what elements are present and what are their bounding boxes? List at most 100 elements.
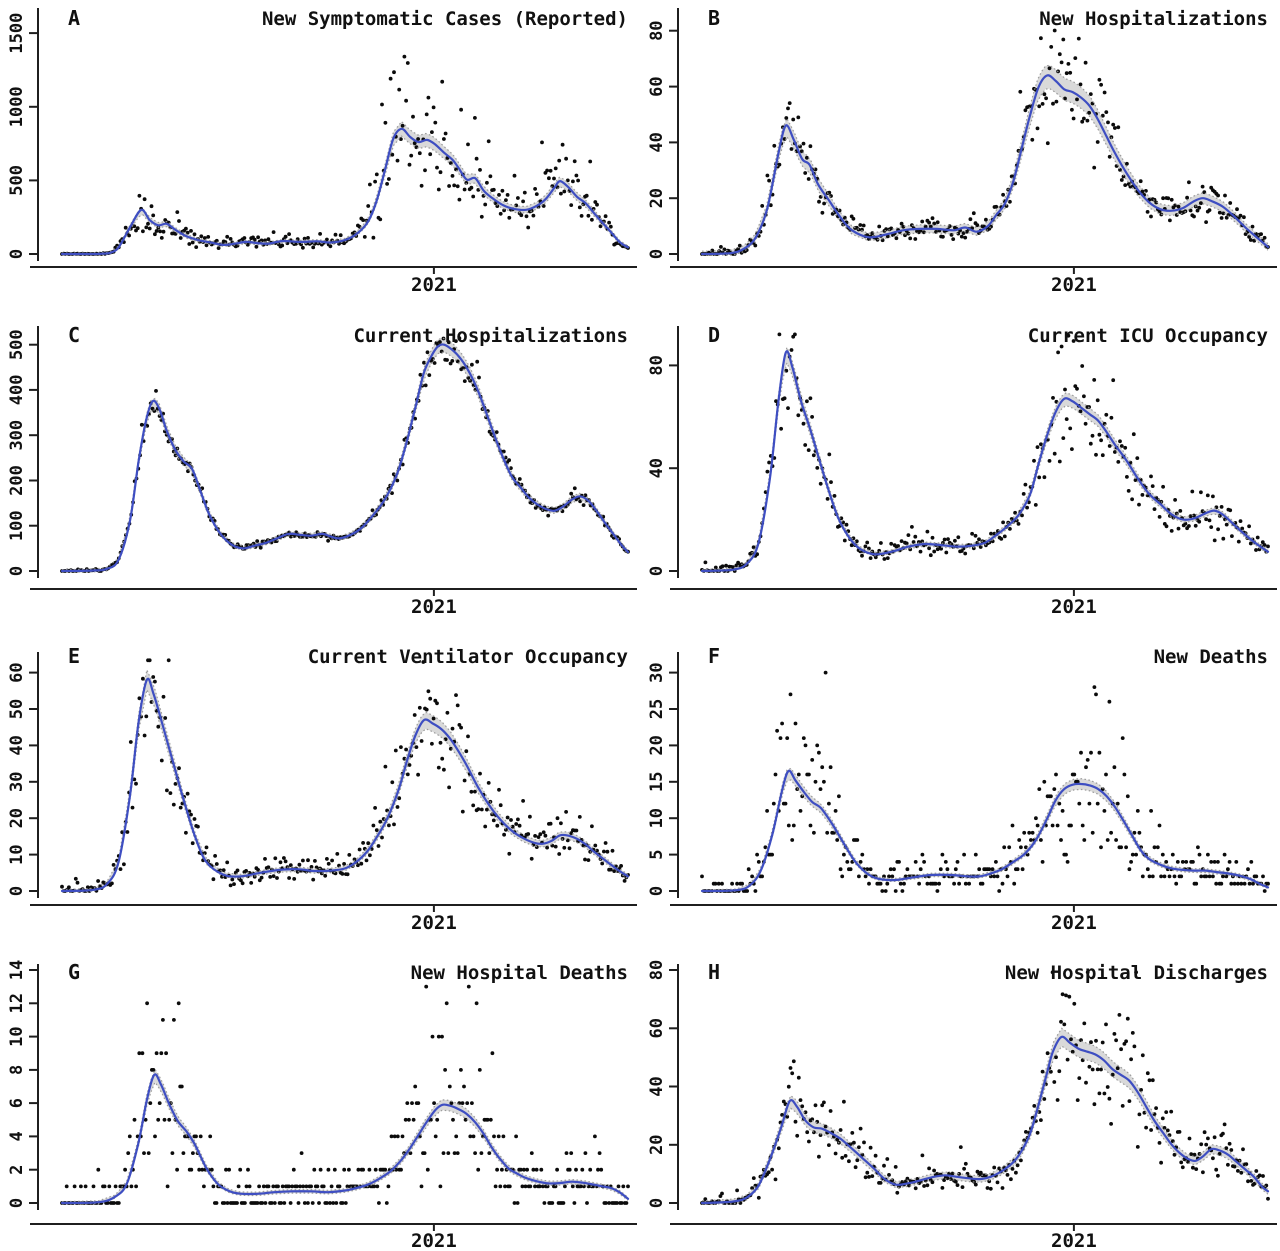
panel-b: 0 20 40 60 80 2021 B New Hospitalizations bbox=[640, 0, 1280, 300]
fit-line bbox=[60, 1073, 630, 1205]
y-tick-label: 40 bbox=[7, 735, 27, 755]
y-tick-label: 40 bbox=[647, 132, 667, 152]
y-tick-label: 20 bbox=[7, 808, 27, 828]
confidence-band bbox=[702, 347, 1268, 572]
x-tick-label: 2021 bbox=[1051, 274, 1097, 296]
y-tick-label: 80 bbox=[647, 20, 667, 40]
y-tick-label: 500 bbox=[7, 165, 27, 196]
panel-d: 0 40 80 2021 D Current ICU Occupancy bbox=[640, 300, 1280, 630]
x-axis bbox=[670, 266, 1277, 274]
y-tick-label: 0 bbox=[7, 886, 27, 896]
y-tick-label: 300 bbox=[7, 420, 27, 451]
fit-line bbox=[60, 127, 630, 256]
fit-line bbox=[700, 769, 1270, 893]
y-tick-label: 0 bbox=[647, 249, 667, 259]
y-tick-label: 5 bbox=[647, 849, 667, 859]
y-tick-label: 0 bbox=[647, 566, 667, 576]
y-tick-label: 10 bbox=[647, 808, 667, 828]
confidence-band bbox=[62, 1069, 628, 1204]
panel-letter: B bbox=[708, 6, 720, 30]
confidence-band bbox=[702, 768, 1268, 892]
panel-title: Current ICU Occupancy bbox=[1028, 325, 1268, 347]
confidence-band bbox=[702, 1028, 1268, 1204]
x-tick-label: 2021 bbox=[411, 912, 457, 934]
x-tick-label: 2021 bbox=[1051, 596, 1097, 618]
y-tick-label: 80 bbox=[647, 355, 667, 375]
fit-line bbox=[700, 74, 1270, 256]
confidence-band-edges bbox=[61, 667, 629, 893]
y-tick-label: 30 bbox=[647, 662, 667, 682]
y-axis bbox=[29, 326, 39, 578]
fit-line bbox=[700, 350, 1270, 573]
observed-points bbox=[700, 670, 1270, 893]
panel-letter: H bbox=[708, 960, 720, 984]
y-tick-label: 200 bbox=[7, 465, 27, 496]
panel-title: New Hospital Discharges bbox=[1005, 962, 1268, 984]
panel-g: 0 2 4 6 8 10 12 14 2021 G New Hospital Deaths bbox=[0, 940, 640, 1251]
confidence-band-edges bbox=[62, 120, 629, 256]
panel-h-svg: 0 20 40 60 80 2021 H New Hospital Discharges bbox=[647, 960, 1277, 1251]
y-axis bbox=[669, 652, 679, 898]
y-tick-label: 80 bbox=[647, 960, 667, 980]
y-tick-label: 40 bbox=[647, 458, 667, 478]
y-tick-label: 0 bbox=[647, 1198, 667, 1208]
observed-points bbox=[700, 970, 1270, 1205]
confidence-band-edges bbox=[701, 1027, 1269, 1205]
y-tick-label: 30 bbox=[7, 772, 27, 792]
y-tick-label: 100 bbox=[7, 510, 27, 541]
panel-c: 0 100 200 300 400 500 2021 C Current Hospitaliza… bbox=[0, 300, 640, 630]
x-tick-label: 2021 bbox=[411, 274, 457, 296]
observed-points bbox=[60, 984, 630, 1205]
y-tick-label: 60 bbox=[647, 76, 667, 96]
x-axis bbox=[670, 904, 1277, 912]
panel-h: 0 20 40 60 80 2021 H New Hospital Discharges bbox=[640, 940, 1280, 1251]
y-tick-label: 10 bbox=[7, 844, 27, 864]
panel-title: New Hospital Deaths bbox=[411, 962, 628, 984]
observed-points bbox=[700, 332, 1270, 573]
observed-points bbox=[700, 28, 1270, 256]
x-tick-label: 2021 bbox=[411, 1230, 457, 1251]
x-axis bbox=[670, 1223, 1277, 1231]
y-tick-label: 20 bbox=[647, 188, 667, 208]
confidence-band-edges bbox=[701, 767, 1269, 893]
panel-d-svg: 0 40 80 2021 D Current ICU Occupancy bbox=[647, 323, 1277, 618]
panel-letter: A bbox=[68, 6, 80, 30]
y-tick-label: 0 bbox=[647, 886, 667, 896]
y-tick-label: 0 bbox=[7, 1198, 27, 1208]
y-axis bbox=[29, 964, 39, 1210]
y-axis bbox=[669, 8, 679, 261]
x-tick-label: 2021 bbox=[1051, 912, 1097, 934]
y-tick-label: 6 bbox=[7, 1098, 27, 1108]
y-tick-label: 40 bbox=[647, 1076, 667, 1096]
y-tick-label: 1500 bbox=[7, 13, 27, 54]
panel-letter: F bbox=[708, 644, 720, 668]
y-tick-label: 20 bbox=[647, 735, 667, 755]
x-tick-label: 2021 bbox=[1051, 1230, 1097, 1251]
fit-line bbox=[700, 1035, 1270, 1205]
y-tick-label: 60 bbox=[7, 662, 27, 682]
y-tick-label: 0 bbox=[7, 249, 27, 259]
x-axis bbox=[670, 588, 1277, 596]
y-tick-label: 12 bbox=[7, 993, 27, 1013]
confidence-band bbox=[62, 669, 628, 892]
observed-points bbox=[60, 54, 630, 256]
x-axis bbox=[30, 904, 637, 912]
panel-title: Current Hospitalizations bbox=[353, 325, 628, 347]
panel-f: 0 5 10 15 20 25 30 2021 F New Deaths bbox=[640, 630, 1280, 940]
panel-f-svg: 0 5 10 15 20 25 30 2021 F New Deaths bbox=[647, 644, 1277, 934]
y-tick-label: 50 bbox=[7, 699, 27, 719]
panel-e-svg: 0 10 20 30 40 50 60 2021 E Current Ventilator Occ… bbox=[7, 644, 637, 934]
confidence-band-edges bbox=[61, 1068, 629, 1205]
confidence-band-edges bbox=[701, 64, 1269, 256]
panel-a-svg: 0 500 1000 1500 2021 A New Symptomatic Cases (… bbox=[7, 6, 637, 296]
panel-c-svg: 0 100 200 300 400 500 2021 C Current Hospitaliza… bbox=[7, 323, 637, 618]
fit-line bbox=[60, 343, 630, 573]
panel-letter: D bbox=[708, 323, 720, 347]
y-tick-label: 14 bbox=[7, 960, 27, 980]
y-tick-label: 60 bbox=[647, 1018, 667, 1038]
y-tick-label: 500 bbox=[7, 329, 27, 360]
confidence-band-edges bbox=[701, 345, 1269, 573]
y-tick-label: 20 bbox=[647, 1135, 667, 1155]
y-tick-label: 0 bbox=[7, 566, 27, 576]
